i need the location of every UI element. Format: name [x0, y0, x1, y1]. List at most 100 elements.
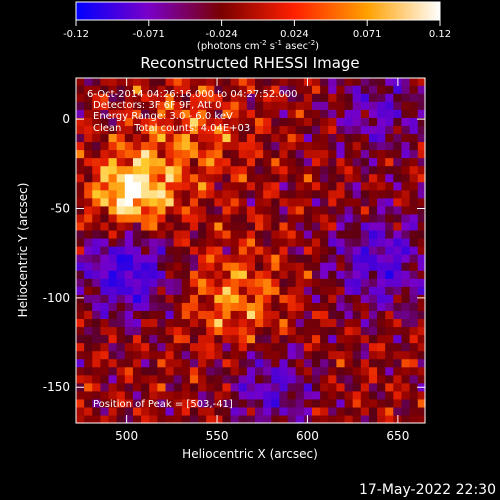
y-axis-label: Heliocentric Y (arcsec)	[16, 183, 30, 318]
heatmap-cell	[246, 125, 256, 135]
heatmap-cell	[181, 229, 191, 239]
heatmap-cell	[279, 366, 289, 376]
heatmap-cell	[409, 374, 419, 384]
heatmap-cell	[303, 414, 313, 424]
heatmap-cell	[222, 125, 232, 135]
heatmap-cell	[92, 125, 102, 135]
heatmap-cell	[255, 141, 264, 151]
heatmap-cell	[84, 326, 93, 336]
heatmap-cell	[230, 149, 240, 159]
heatmap-cell	[271, 382, 281, 392]
heatmap-cell	[214, 109, 224, 118]
heatmap-cell	[149, 262, 158, 271]
heatmap-cell	[409, 318, 419, 328]
heatmap-cell	[385, 382, 394, 392]
heatmap-cell	[116, 221, 126, 231]
heatmap-cell	[181, 318, 191, 328]
heatmap-cell	[84, 302, 93, 311]
heatmap-cell	[279, 294, 289, 303]
heatmap-cell	[336, 221, 346, 231]
heatmap-cell	[141, 78, 150, 86]
heatmap-cell	[141, 390, 150, 400]
heatmap-cell	[157, 149, 167, 159]
heatmap-cell	[377, 93, 386, 102]
heatmap-cell	[124, 302, 134, 311]
heatmap-cell	[141, 141, 150, 151]
heatmap-cell	[246, 173, 256, 183]
heatmap-cell	[76, 326, 85, 336]
heatmap-cell	[271, 270, 281, 279]
heatmap-cell	[336, 262, 346, 271]
heatmap-cell	[189, 109, 199, 118]
heatmap-cell	[360, 406, 370, 416]
heatmap-cell	[165, 85, 175, 94]
heatmap-cell	[189, 133, 199, 143]
heatmap-cell	[385, 117, 394, 126]
heatmap-cell	[401, 149, 411, 159]
heatmap-cell	[108, 254, 118, 263]
heatmap-cell	[263, 398, 272, 408]
heatmap-cell	[401, 117, 411, 126]
heatmap-cell	[344, 246, 354, 255]
heatmap-cell	[352, 141, 362, 151]
heatmap-cell	[255, 93, 264, 102]
heatmap-cell	[303, 117, 313, 126]
heatmap-cell	[157, 221, 167, 231]
heatmap-cell	[76, 406, 85, 416]
heatmap-cell	[214, 334, 224, 344]
heatmap-cell	[263, 334, 272, 344]
heatmap-cell	[222, 101, 232, 110]
heatmap-cell	[84, 205, 93, 215]
heatmap-cell	[173, 149, 183, 159]
heatmap-cell	[320, 181, 329, 191]
heatmap-cell	[100, 414, 110, 424]
heatmap-cell	[238, 262, 248, 271]
heatmap-cell	[189, 101, 199, 110]
heatmap-cell	[377, 406, 386, 416]
heatmap-cell	[271, 350, 281, 360]
heatmap-cell	[393, 125, 403, 135]
heatmap-cell	[124, 165, 134, 175]
heatmap-cell	[360, 133, 370, 143]
heatmap-cell	[287, 366, 297, 376]
heatmap-cell	[157, 262, 167, 271]
heatmap-cell	[336, 350, 346, 360]
heatmap-cell	[84, 342, 93, 352]
heatmap-cell	[295, 342, 305, 352]
heatmap-cell	[230, 342, 240, 352]
heatmap-cell	[320, 78, 329, 86]
heatmap-cell	[165, 302, 175, 311]
heatmap-cell	[320, 326, 329, 336]
heatmap-cell	[108, 133, 118, 143]
heatmap-cell	[352, 414, 362, 424]
heatmap-cell	[385, 133, 394, 143]
heatmap-cell	[230, 78, 240, 86]
heatmap-cell	[108, 318, 118, 328]
heatmap-cell	[124, 109, 134, 118]
heatmap-cell	[198, 398, 207, 408]
heatmap-cell	[157, 93, 167, 102]
heatmap-cell	[92, 382, 102, 392]
heatmap-cell	[409, 294, 419, 303]
heatmap-cell	[141, 189, 150, 199]
heatmap-cell	[92, 229, 102, 239]
heatmap-cell	[165, 366, 175, 376]
heatmap-cell	[214, 382, 224, 392]
heatmap-cell	[360, 85, 370, 94]
heatmap-cell	[385, 109, 394, 118]
heatmap-cell	[157, 390, 167, 400]
heatmap-cell	[377, 302, 386, 311]
heatmap-cell	[385, 294, 394, 303]
annotation-block: 6-Oct-2014 04:26:16.000 to 04:27:52.000 …	[87, 89, 298, 134]
heatmap-cell	[222, 173, 232, 183]
heatmap-cell	[385, 390, 394, 400]
heatmap-cell	[344, 262, 354, 271]
heatmap-cell	[409, 213, 419, 223]
heatmap-cell	[336, 181, 346, 191]
heatmap-cell	[336, 93, 346, 102]
heatmap-cell	[157, 197, 167, 207]
heatmap-cell	[401, 246, 411, 255]
heatmap-cell	[336, 197, 346, 207]
heatmap-cell	[287, 398, 297, 408]
heatmap-cell	[165, 414, 175, 424]
